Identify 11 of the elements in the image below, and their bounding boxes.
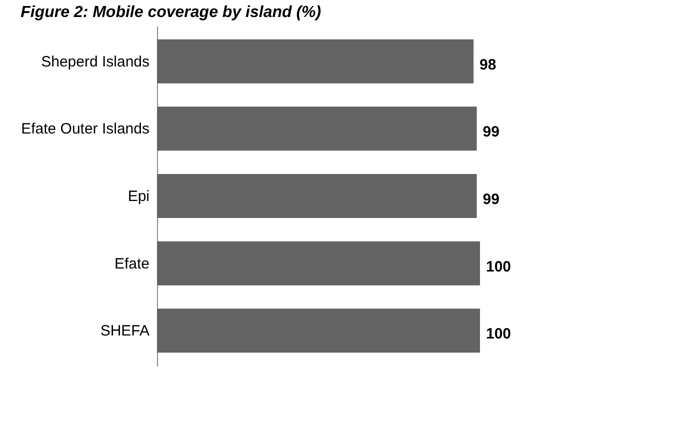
- y-tick-label: Efate Outer Islands: [21, 120, 150, 138]
- data-label: 100: [486, 326, 512, 343]
- y-tick-label: Epi: [128, 188, 150, 205]
- data-label: 99: [482, 191, 500, 208]
- chart-title: Figure 2: Mobile coverage by island (%): [20, 4, 322, 21]
- data-label: 98: [480, 56, 496, 74]
- data-label: 100: [486, 258, 512, 276]
- y-tick-label: Efate: [114, 255, 150, 272]
- data-label: 99: [482, 124, 500, 141]
- y-tick-label: SHEFA: [100, 322, 150, 340]
- y-tick-label: Sheperd Islands: [41, 53, 150, 70]
